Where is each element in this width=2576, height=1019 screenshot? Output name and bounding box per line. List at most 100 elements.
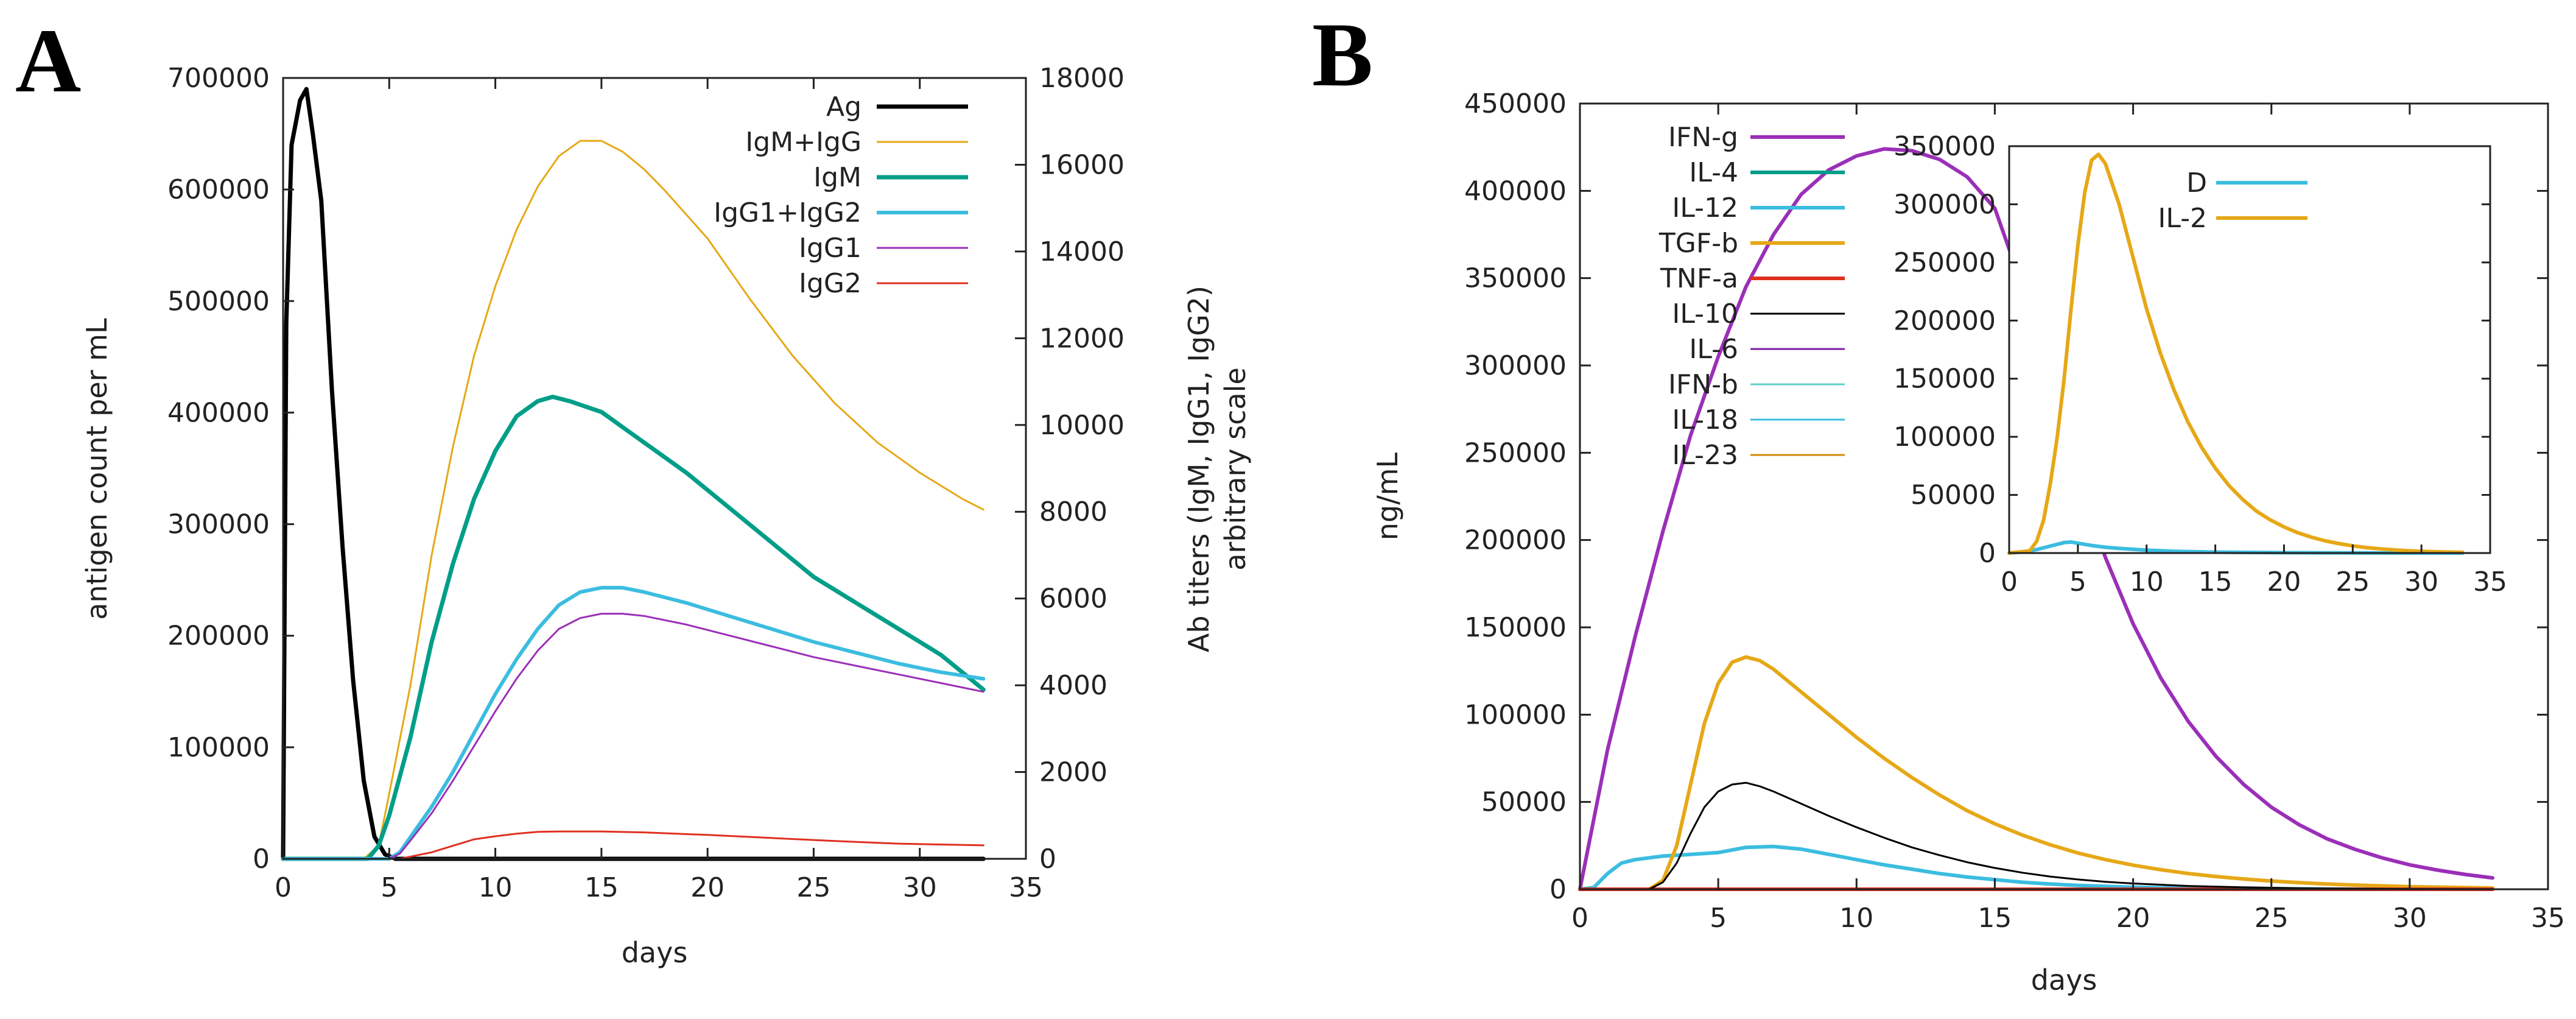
x-tick-label: 15	[584, 872, 619, 903]
y2-tick-label: 8000	[1039, 496, 1107, 527]
legend-label: TNF-a	[1660, 263, 1738, 294]
chart-b-inset: 0 5 10 15 20 25 30 35 0 50000 100000 150000 200000 25…	[1893, 131, 2507, 598]
series-line-igg1	[282, 613, 984, 860]
chart-b: 0 5 10 15 20 25 30 35 0 50000 100000 150000 200000 25…	[1371, 88, 2565, 996]
series-line-il-2	[2007, 152, 2465, 555]
series-line-igm-igg	[282, 139, 984, 860]
y-tick-label: 200000	[1464, 525, 1567, 556]
x-tick-label: 20	[690, 872, 725, 903]
chart-a-ylabel: antigen count per mL	[80, 318, 113, 620]
x-tick-label: 10	[1839, 903, 1873, 934]
x-tick-label: 35	[2473, 566, 2507, 598]
y2-tick-label: 18000	[1039, 63, 1125, 94]
legend-label: IL-10	[1672, 298, 1738, 330]
legend-label: IFN-g	[1668, 122, 1738, 153]
legend-label: IgG1+IgG2	[714, 197, 862, 228]
legend-label: IgG2	[799, 268, 862, 299]
y-tick-label: 400000	[1464, 175, 1567, 206]
y-tick-label: 0	[1979, 538, 1996, 569]
series-line-igg2	[282, 830, 984, 860]
x-tick-label: 25	[796, 872, 830, 903]
y-tick-label: 200000	[167, 621, 270, 652]
x-tick-label: 0	[2001, 566, 2018, 598]
series-line-il-10	[1579, 781, 2494, 890]
y-tick-label: 0	[253, 844, 270, 875]
legend-label: IL-4	[1689, 157, 1738, 188]
x-tick-label: 0	[1571, 903, 1588, 934]
y2-tick-label: 14000	[1039, 236, 1125, 267]
y2-tick-label: 10000	[1039, 410, 1125, 441]
series-line-tgf-b	[1578, 655, 2495, 891]
y-tick-label: 0	[1549, 874, 1567, 905]
y-tick-label: 150000	[1893, 364, 1996, 395]
y-tick-label: 50000	[1481, 787, 1567, 818]
panel-a-letter: A	[15, 10, 81, 111]
x-tick-label: 20	[2116, 903, 2150, 934]
chart-a-frame	[282, 77, 1027, 860]
y-tick-label: 300000	[1464, 350, 1567, 381]
chart-b-xlabel: days	[2031, 964, 2097, 996]
x-tick-label: 5	[1710, 903, 1727, 934]
x-tick-label: 30	[903, 872, 937, 903]
chart-a-y2label-line1: Ab titers (IgM, IgG1, IgG2)	[1182, 286, 1215, 652]
x-tick-label: 5	[381, 872, 398, 903]
x-tick-label: 30	[2404, 566, 2438, 598]
legend-label: IgM+IgG	[745, 127, 862, 158]
x-tick-label: 10	[2130, 566, 2164, 598]
y-tick-label: 100000	[167, 732, 270, 763]
y-tick-label: 500000	[167, 286, 270, 317]
series-line-ag	[281, 86, 986, 861]
y-tick-label: 700000	[167, 63, 270, 94]
series-line-igg1-igg2	[281, 585, 986, 861]
x-tick-label: 15	[1978, 903, 2012, 934]
legend-label: D	[2186, 167, 2207, 199]
y2-tick-label: 12000	[1039, 323, 1125, 354]
panel-b-letter: B	[1312, 4, 1373, 105]
x-tick-label: 35	[1009, 872, 1043, 903]
y-tick-label: 300000	[1893, 189, 1996, 220]
legend-label: Ag	[826, 91, 862, 122]
y2-tick-label: 6000	[1039, 584, 1107, 615]
y-tick-label: 100000	[1464, 699, 1567, 730]
y-tick-label: 300000	[167, 509, 270, 540]
chart-a-xlabel: days	[622, 936, 688, 969]
y2-tick-label: 0	[1039, 844, 1056, 875]
y2-tick-label: 2000	[1039, 757, 1107, 788]
legend-label: IgG1	[799, 233, 862, 264]
x-tick-label: 5	[2069, 566, 2086, 598]
y2-tick-label: 16000	[1039, 149, 1125, 180]
legend-label: IL-23	[1672, 440, 1738, 471]
x-tick-label: 0	[275, 872, 292, 903]
y2-tick-label: 4000	[1039, 670, 1107, 701]
chart-a: 0 5 10 15 20 25 30 3501000002000003000004000005…	[80, 63, 1252, 969]
legend-label: IL-2	[2158, 203, 2207, 234]
y-tick-label: 200000	[1893, 305, 1996, 336]
chart-a-y2label-line2: arbitrary scale	[1219, 367, 1252, 571]
legend-label: IL-18	[1672, 404, 1738, 435]
chart-b-inset-frame	[2008, 145, 2491, 554]
y-tick-label: 400000	[167, 397, 270, 428]
y-tick-label: 100000	[1893, 421, 1996, 453]
legend-label: IgM	[813, 162, 862, 193]
x-tick-label: 25	[2336, 566, 2370, 598]
y-tick-label: 50000	[1911, 480, 1996, 511]
chart-b-frame	[1579, 102, 2549, 890]
y-tick-label: 450000	[1464, 88, 1567, 119]
x-tick-label: 25	[2255, 903, 2289, 934]
x-tick-label: 15	[2199, 566, 2233, 598]
x-tick-label: 35	[2531, 903, 2565, 934]
legend-label: IFN-b	[1668, 369, 1738, 400]
y-tick-label: 600000	[167, 174, 270, 205]
series-line-igm	[281, 395, 986, 861]
chart-b-inset-background	[2009, 146, 2490, 553]
x-tick-label: 10	[479, 872, 513, 903]
y-tick-label: 250000	[1893, 247, 1996, 278]
y-tick-label: 150000	[1464, 612, 1567, 643]
chart-b-ylabel: ng/mL	[1371, 452, 1404, 540]
x-tick-label: 20	[2267, 566, 2301, 598]
legend-label: IL-6	[1689, 334, 1738, 365]
legend-label: IL-12	[1672, 192, 1738, 224]
y-tick-label: 250000	[1464, 437, 1567, 468]
y-tick-label: 350000	[1893, 131, 1996, 162]
